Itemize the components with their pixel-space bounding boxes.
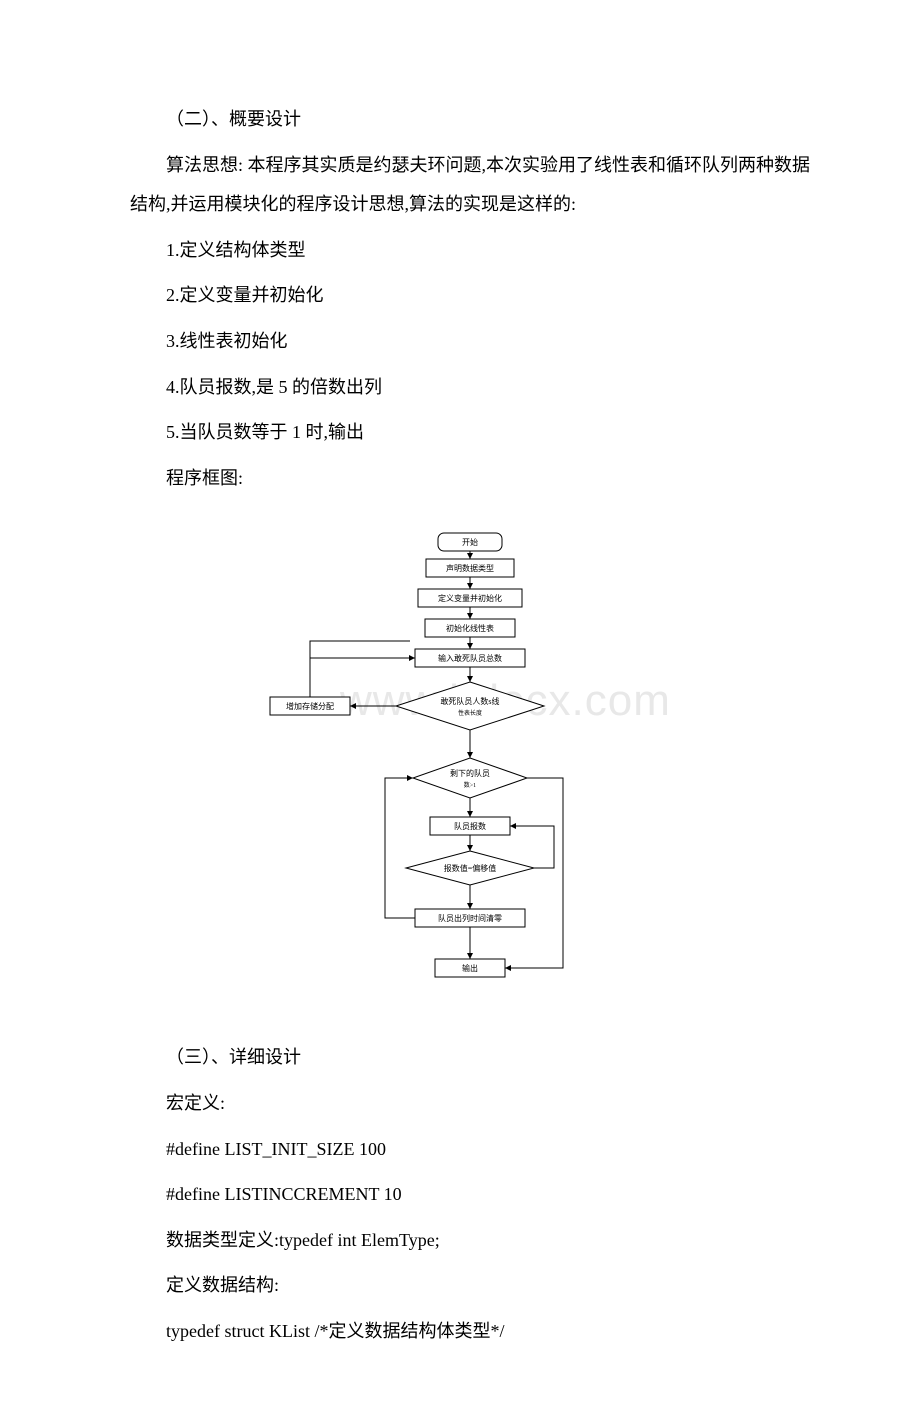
svg-text:增加存储分配: 增加存储分配 xyxy=(286,701,334,711)
svg-text:开始: 开始 xyxy=(462,537,478,547)
svg-text:数>1: 数>1 xyxy=(464,781,476,789)
svg-text:剩下的队员: 剩下的队员 xyxy=(450,768,490,778)
struct-def: typedef struct KList /*定义数据结构体类型*/ xyxy=(130,1312,810,1352)
svg-text:队员出列时间清零: 队员出列时间清零 xyxy=(438,913,502,923)
svg-text:输入敢死队员总数: 输入敢死队员总数 xyxy=(438,653,502,663)
section3-title: （三）、详细设计 xyxy=(130,1038,810,1078)
struct-label: 定义数据结构: xyxy=(130,1266,810,1306)
flowchart-container: www.bdocx.com 开始声明数据类型定义变量并初始化初始化线性表输入敢死… xyxy=(130,528,810,1008)
typedef-label: 数据类型定义:typedef int ElemType; xyxy=(130,1221,810,1261)
flowchart-svg: 开始声明数据类型定义变量并初始化初始化线性表输入敢死队员总数敢死队员人数s线性表… xyxy=(230,528,710,998)
step-3: 3.线性表初始化 xyxy=(130,322,810,362)
step-2: 2.定义变量并初始化 xyxy=(130,276,810,316)
svg-text:输出: 输出 xyxy=(462,963,478,973)
macro-1: #define LIST_INIT_SIZE 100 xyxy=(130,1130,810,1170)
macro-label: 宏定义: xyxy=(130,1084,810,1124)
svg-text:报数值=偏移值: 报数值=偏移值 xyxy=(444,863,497,873)
section2-title: （二）、概要设计 xyxy=(130,100,810,140)
svg-text:队员报数: 队员报数 xyxy=(454,821,486,831)
macro-2: #define LISTINCCREMENT 10 xyxy=(130,1175,810,1215)
svg-text:定义变量并初始化: 定义变量并初始化 xyxy=(438,593,502,603)
step-5: 5.当队员数等于 1 时,输出 xyxy=(130,413,810,453)
flowchart-label: 程序框图: xyxy=(130,459,810,499)
svg-text:声明数据类型: 声明数据类型 xyxy=(446,563,494,573)
svg-text:性表长度: 性表长度 xyxy=(458,709,482,717)
step-4: 4.队员报数,是 5 的倍数出列 xyxy=(130,368,810,408)
svg-text:初始化线性表: 初始化线性表 xyxy=(446,623,494,633)
algorithm-idea: 算法思想: 本程序其实质是约瑟夫环问题,本次实验用了线性表和循环队列两种数据结构… xyxy=(130,146,810,225)
svg-text:敢死队员人数s线: 敢死队员人数s线 xyxy=(440,696,499,706)
step-1: 1.定义结构体类型 xyxy=(130,231,810,271)
